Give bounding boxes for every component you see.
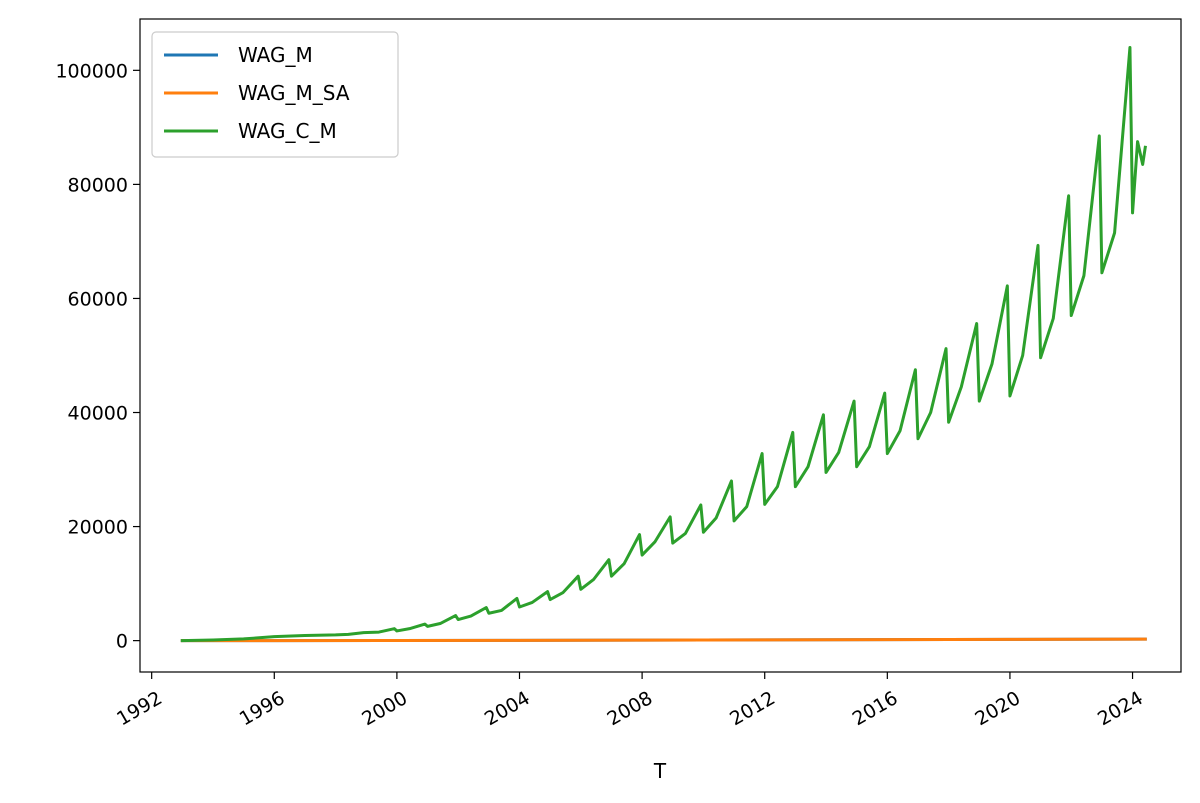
series-layer xyxy=(180,46,1147,643)
plot-frame xyxy=(139,18,1182,673)
series-line-2 xyxy=(180,46,1147,643)
legend-label-0: WAG_M xyxy=(238,43,313,67)
legend-frame xyxy=(151,31,399,158)
y-tick-label-3: 60000 xyxy=(68,288,128,310)
x-axis-title: T xyxy=(653,759,667,783)
y-tick-label-0: 0 xyxy=(116,631,128,653)
y-tick-label-4: 80000 xyxy=(68,174,128,196)
y-axis: 0 20000 40000 60000 80000 100000 xyxy=(55,60,140,653)
y-tick-label-5: 100000 xyxy=(55,60,128,82)
chart-legend: WAG_M WAG_M_SA WAG_C_M xyxy=(151,31,399,158)
y-tick-label-2: 40000 xyxy=(68,403,128,425)
legend-label-2: WAG_C_M xyxy=(238,119,337,143)
y-tick-label-1: 20000 xyxy=(68,517,128,539)
series-line-1 xyxy=(180,637,1147,643)
legend-label-1: WAG_M_SA xyxy=(238,81,350,105)
